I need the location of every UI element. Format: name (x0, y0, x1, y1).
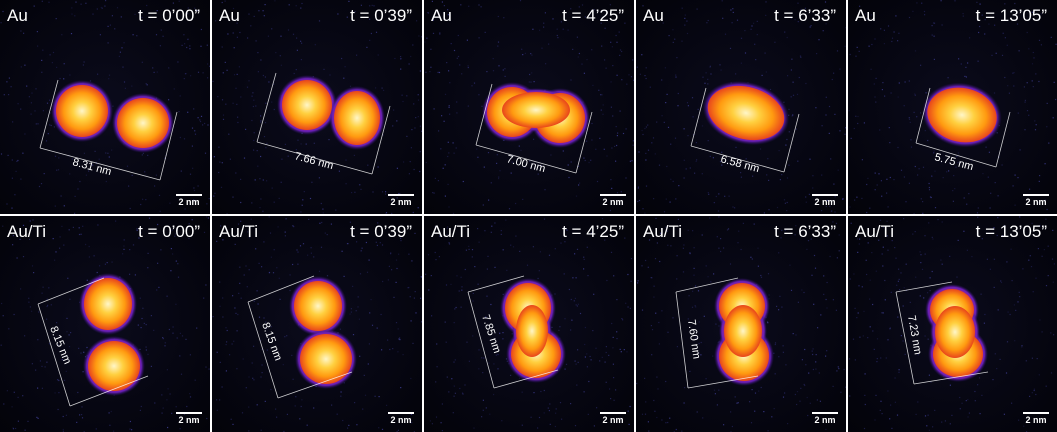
background-noise (848, 0, 1057, 214)
material-label: Au/Ti (7, 222, 47, 241)
size-measurement: 7.66 nm (293, 150, 335, 172)
size-measurement: 8.31 nm (71, 156, 113, 178)
scale-bar: 2 nm (388, 194, 414, 208)
size-measurement: 8.15 nm (259, 321, 284, 362)
time-label: t = 6’33” (774, 6, 836, 25)
measurement-overlay: 5.75 nm (915, 82, 1011, 173)
time-label: t = 13’05” (975, 6, 1047, 25)
particle-sintering-image (482, 82, 590, 148)
material-label: Au (855, 6, 876, 25)
background-noise (212, 216, 422, 432)
panel-au-1: Au t = 0’00” 8.31 nm 2 nm (0, 0, 210, 214)
background-noise (636, 0, 846, 214)
size-measurement: 7.00 nm (505, 153, 547, 175)
material-label: Au (643, 6, 664, 25)
scale-bar: 2 nm (1023, 194, 1049, 208)
particle-sintering-image (714, 278, 774, 386)
panel-au-3: Au t = 4’25” 7.00 nm 2 nm (424, 0, 634, 214)
panel-au-2: Au t = 0’39” 7.66 nm 2 nm (212, 0, 422, 214)
time-label: t = 0’00” (138, 222, 200, 241)
material-label: Au/Ti (431, 222, 471, 241)
panel-au-5: Au t = 13’05” 5.75 nm 2 nm (848, 0, 1057, 214)
time-label: t = 4’25” (562, 6, 624, 25)
particle-sintering-image (500, 278, 566, 383)
time-label: t = 0’39” (350, 222, 412, 241)
measurement-overlay: 8.31 nm (39, 79, 178, 181)
scale-bar: 2 nm (812, 412, 838, 426)
panel-auti-4: Au/Ti t = 6’33” 7.60 nm 2 nm (636, 216, 846, 432)
material-label: Au (219, 6, 240, 25)
time-label: t = 0’39” (350, 6, 412, 25)
measurement-overlay: 6.58 nm (690, 80, 800, 175)
material-label: Au/Ti (855, 222, 895, 241)
panel-auti-1: Au/Ti t = 0’00” 8.15 nm 2 nm (0, 216, 210, 432)
particle-sintering-image (922, 82, 1002, 148)
material-label: Au (431, 6, 452, 25)
panel-au-4: Au t = 6’33” 6.58 nm 2 nm (636, 0, 846, 214)
time-label: t = 4’25” (562, 222, 624, 241)
measurement-overlay: 7.23 nm (895, 281, 989, 385)
measurement-overlay: 7.85 nm (467, 275, 566, 389)
size-measurement: 6.58 nm (719, 153, 761, 175)
scale-bar: 2 nm (600, 194, 626, 208)
particle-sintering-image (702, 80, 790, 146)
time-label: t = 0’00” (138, 6, 200, 25)
background-noise (848, 216, 1055, 432)
measurement-overlay: 7.66 nm (256, 72, 391, 175)
scale-bar: 2 nm (812, 194, 838, 208)
size-measurement: 7.85 nm (479, 313, 503, 355)
panel-auti-5: Au/Ti t = 13’05” 7.23 nm 2 nm (848, 216, 1057, 432)
measurement-overlay: 7.00 nm (475, 82, 593, 175)
material-label: Au/Ti (643, 222, 683, 241)
panel-auti-3: Au/Ti t = 4’25” 7.85 nm 2 nm (424, 216, 634, 432)
scale-bar: 2 nm (176, 194, 202, 208)
material-label: Au/Ti (219, 222, 259, 241)
particle-sintering-image (289, 276, 357, 389)
particle-sintering-image (925, 284, 988, 382)
particle-sintering-image (79, 273, 145, 396)
time-label: t = 13’05” (975, 222, 1047, 241)
scale-bar: 2 nm (388, 412, 414, 426)
material-label: Au (7, 6, 28, 25)
time-label: t = 6’33” (774, 222, 836, 241)
size-measurement: 7.60 nm (685, 319, 702, 360)
particle-sintering-image (277, 75, 385, 150)
scale-bar: 2 nm (1023, 412, 1049, 426)
scale-bar: 2 nm (176, 412, 202, 426)
measurement-overlay: 8.15 nm (247, 275, 357, 399)
measurement-overlay: 8.15 nm (37, 273, 149, 407)
scale-bar: 2 nm (600, 412, 626, 426)
particle-sintering-image (51, 80, 174, 153)
panel-auti-2: Au/Ti t = 0’39” 8.15 nm 2 nm (212, 216, 422, 432)
size-measurement: 7.23 nm (905, 314, 924, 355)
measurement-overlay: 7.60 nm (675, 277, 774, 389)
